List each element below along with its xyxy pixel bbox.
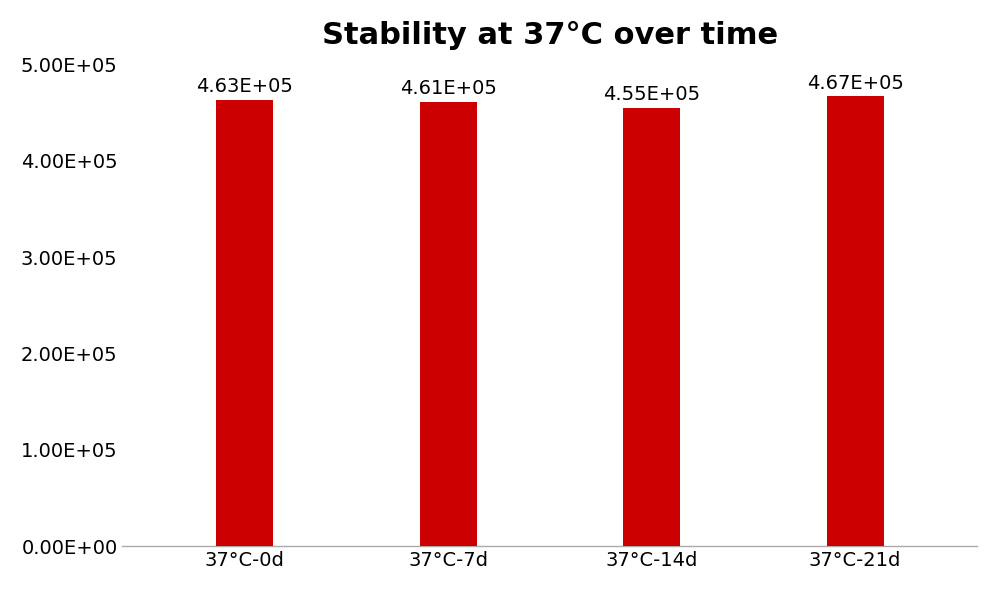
Bar (623, 108, 680, 546)
Bar (826, 96, 883, 546)
Text: 4.61E+05: 4.61E+05 (399, 79, 496, 98)
Text: 4.55E+05: 4.55E+05 (603, 85, 701, 104)
Bar (216, 100, 273, 546)
Text: 4.63E+05: 4.63E+05 (197, 77, 293, 96)
Text: 4.67E+05: 4.67E+05 (806, 74, 903, 93)
Title: Stability at 37°C over time: Stability at 37°C over time (321, 21, 777, 50)
Bar (419, 102, 476, 546)
